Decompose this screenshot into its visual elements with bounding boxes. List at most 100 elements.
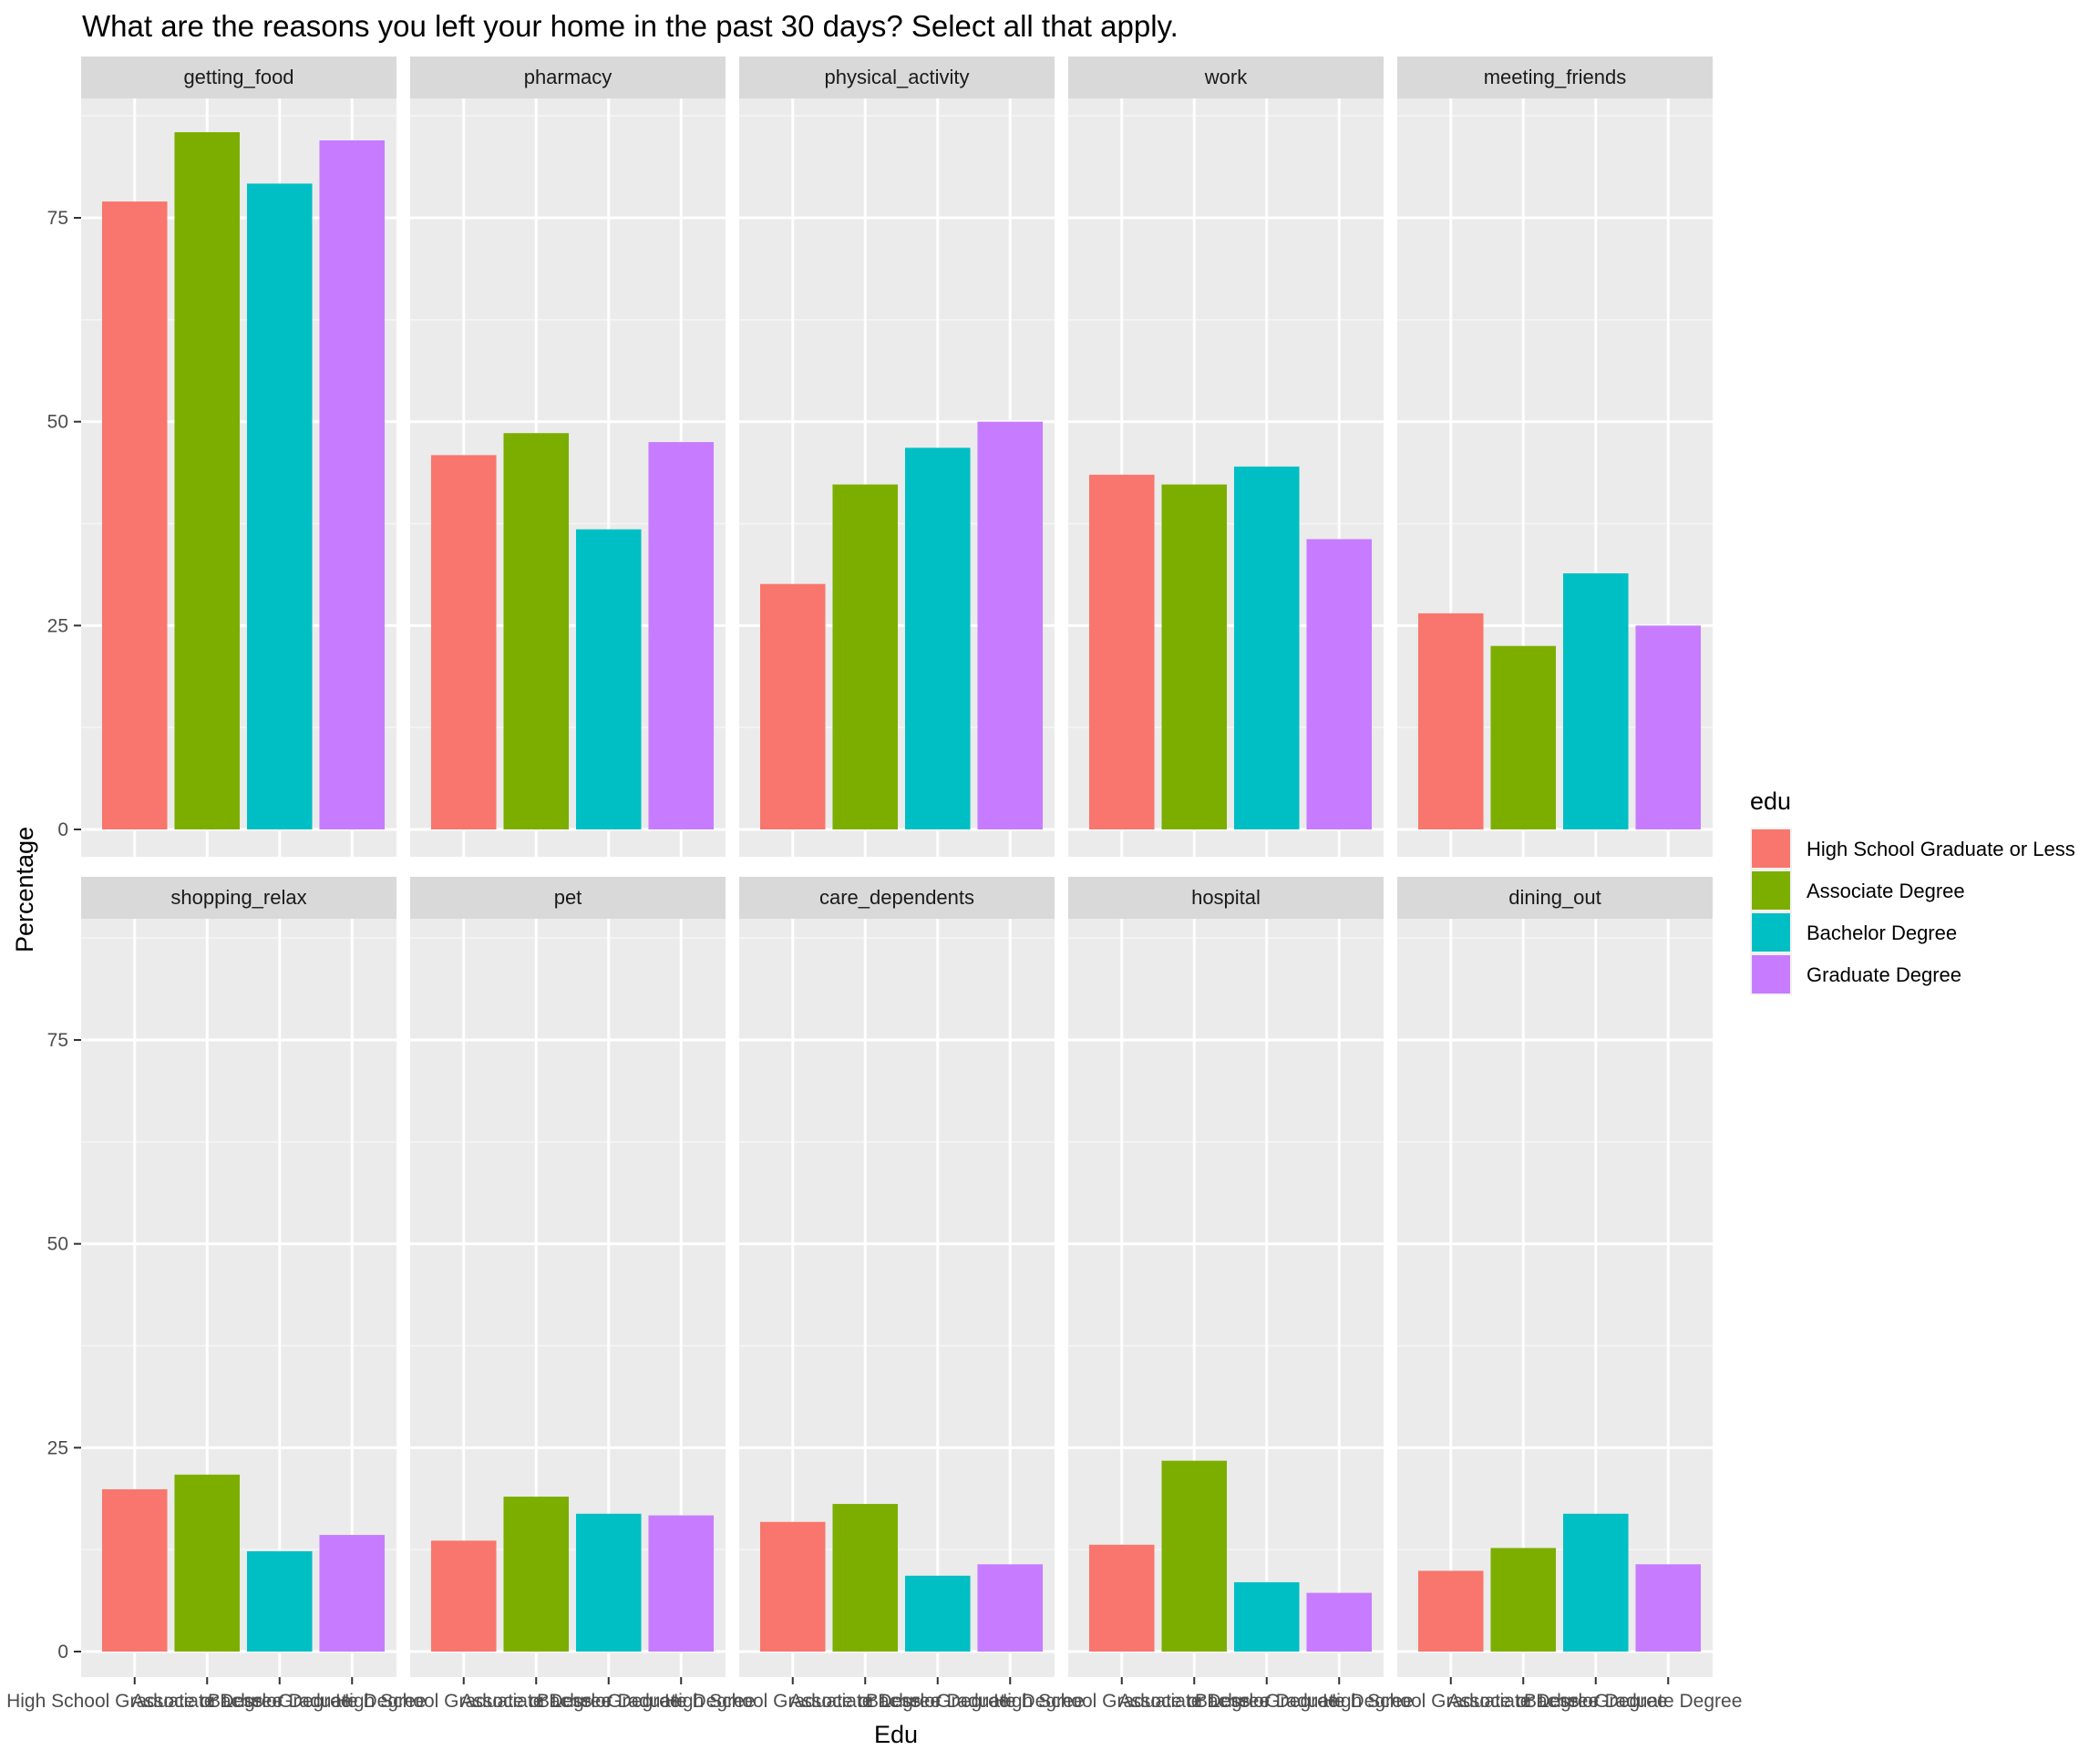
x-tick-label: Associate Degree <box>789 1691 941 1712</box>
y-tick-label: 75 <box>47 1030 68 1051</box>
legend-label: Bachelor Degree <box>1807 921 1957 944</box>
bar-meeting_friends-2 <box>1562 573 1629 829</box>
bar-getting_food-0 <box>101 201 168 829</box>
facet-meeting_friends: meeting_friends <box>1397 57 1713 857</box>
facet-dining_out: dining_out High School Graduate or LessAs… <box>1323 877 1742 1712</box>
y-tick-label: 25 <box>47 1437 68 1458</box>
facet-strip-label: pharmacy <box>524 66 612 88</box>
bar-pet-3 <box>648 1515 715 1652</box>
y-tick-label: 0 <box>57 1642 68 1662</box>
legend-label: Graduate Degree <box>1807 963 1961 986</box>
x-tick-label: High School Graduate or Less <box>993 1691 1250 1712</box>
x-tick-label: Associate Degree <box>1447 1691 1599 1712</box>
facet-pharmacy: pharmacy <box>410 57 726 857</box>
bar-shopping_relax-2 <box>246 1550 313 1652</box>
bar-work-0 <box>1088 474 1155 829</box>
x-tick-label: Associate Degree <box>1118 1691 1270 1712</box>
facet-shopping_relax: shopping_relax 0 25 50 75 High School Graduat… <box>6 877 426 1712</box>
bar-pharmacy-3 <box>648 442 715 829</box>
x-tick-label: Bachelor Degree <box>1195 1691 1339 1712</box>
x-axis-title: Edu <box>874 1721 918 1748</box>
y-axis-title: Percentage <box>11 827 38 952</box>
facet-strip-label: physical_activity <box>825 66 970 88</box>
facet-strip <box>410 877 726 919</box>
facet-strip <box>1397 877 1713 919</box>
facet-strip-label: meeting_friends <box>1484 66 1627 88</box>
x-tick-label: Bachelor Degree <box>537 1691 681 1712</box>
facet-strip-label: getting_food <box>183 66 293 88</box>
bar-dining_out-1 <box>1490 1548 1557 1652</box>
chart-title: What are the reasons you left your home … <box>82 9 1179 43</box>
bar-shopping_relax-1 <box>174 1474 241 1652</box>
x-tick-label: High School Graduate or Less <box>664 1691 921 1712</box>
bar-pet-1 <box>503 1497 570 1652</box>
bar-care_dependents-1 <box>832 1504 899 1652</box>
bar-work-1 <box>1161 484 1228 829</box>
legend-swatch <box>1752 829 1790 868</box>
facet-strip-label: work <box>1204 66 1248 88</box>
bar-work-2 <box>1233 466 1300 829</box>
bar-pet-0 <box>430 1540 497 1652</box>
y-tick-label: 50 <box>47 412 68 433</box>
bar-pharmacy-2 <box>575 529 642 829</box>
x-tick-label: Associate Degree <box>460 1691 612 1712</box>
facet-hospital: hospital High School Graduate or LessAsso… <box>993 877 1413 1712</box>
facet-strip <box>739 57 1055 98</box>
bar-pharmacy-0 <box>430 455 497 829</box>
x-tick-label: Bachelor Degree <box>208 1691 352 1712</box>
x-tick-label: Graduate Degree <box>936 1691 1084 1712</box>
facet-work: work <box>1068 57 1384 857</box>
x-tick-label: High School Graduate or Less <box>6 1691 262 1712</box>
legend-swatch <box>1752 955 1790 993</box>
bar-work-3 <box>1306 539 1373 829</box>
bar-dining_out-3 <box>1635 1564 1702 1652</box>
facet-getting_food: getting_food 0 25 50 75 <box>47 57 396 857</box>
facet-pet: pet High School Graduate or LessAssociate… <box>335 877 755 1712</box>
bar-physical_activity-1 <box>832 484 899 829</box>
facet-strip <box>1068 877 1384 919</box>
facet-strip <box>1397 57 1713 98</box>
facet-strip-label: pet <box>554 886 582 909</box>
facet-care_dependents: care_dependents High School Graduate or L… <box>664 877 1084 1712</box>
legend: edu High School Graduate or Less Associat… <box>1750 788 2075 995</box>
facet-strip <box>410 57 726 98</box>
bar-meeting_friends-1 <box>1490 645 1557 829</box>
legend-swatch <box>1752 913 1790 952</box>
x-tick-label: Bachelor Degree <box>1524 1691 1668 1712</box>
facet-strip-label: hospital <box>1191 886 1261 909</box>
x-tick-label: High School Graduate or Less <box>335 1691 592 1712</box>
bar-dining_out-2 <box>1562 1513 1629 1652</box>
facet-strip-label: shopping_relax <box>170 886 306 909</box>
y-tick-label: 25 <box>47 615 68 636</box>
facet-strip <box>81 57 396 98</box>
x-tick-label: Graduate Degree <box>1265 1691 1413 1712</box>
x-tick-label: High School Graduate or Less <box>1323 1691 1579 1712</box>
bar-meeting_friends-3 <box>1635 625 1702 829</box>
bar-getting_food-1 <box>174 132 241 829</box>
bar-care_dependents-3 <box>977 1564 1044 1652</box>
legend-label: Associate Degree <box>1807 880 1965 902</box>
facet-physical_activity: physical_activity <box>739 57 1055 857</box>
x-tick-label: Graduate Degree <box>607 1691 755 1712</box>
bar-physical_activity-2 <box>904 448 971 829</box>
bar-getting_food-3 <box>319 140 386 830</box>
bar-getting_food-2 <box>246 183 313 829</box>
bar-pet-2 <box>575 1513 642 1652</box>
bar-pharmacy-1 <box>503 433 570 829</box>
bar-hospital-3 <box>1306 1592 1373 1652</box>
legend-title: edu <box>1750 788 1791 815</box>
x-tick-label: Associate Degree <box>131 1691 283 1712</box>
legend-swatch <box>1752 871 1790 910</box>
bar-physical_activity-0 <box>759 583 826 829</box>
y-tick-label: 0 <box>57 819 68 840</box>
x-tick-label: Bachelor Degree <box>866 1691 1010 1712</box>
facet-strip <box>1068 57 1384 98</box>
y-tick-label: 75 <box>47 208 68 229</box>
bar-meeting_friends-0 <box>1417 612 1484 829</box>
legend-label: High School Graduate or Less <box>1807 838 2075 860</box>
facet-strip-label: care_dependents <box>819 886 974 909</box>
bar-shopping_relax-0 <box>101 1488 168 1652</box>
bar-hospital-2 <box>1233 1581 1300 1652</box>
x-tick-label: Graduate Degree <box>278 1691 426 1712</box>
